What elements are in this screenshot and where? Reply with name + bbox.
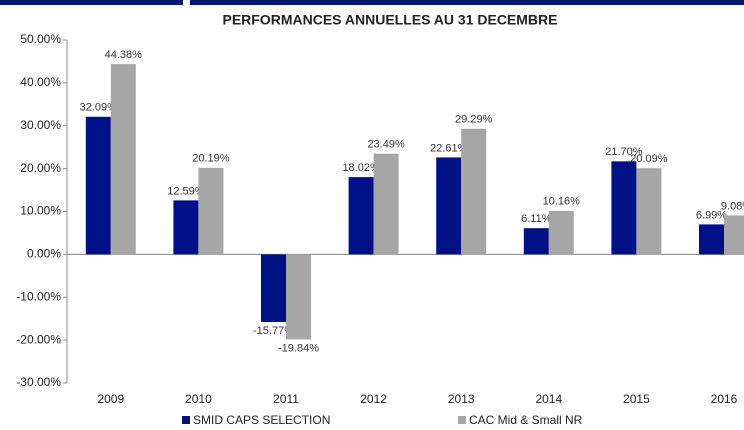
bar [636,168,662,255]
x-tick-label: 2011 [273,392,299,406]
x-tick-label: 2014 [535,392,562,406]
x-tick-label: 2015 [623,392,650,406]
value-label: 20.09% [630,153,668,165]
value-label: 6.99% [696,209,727,221]
x-tick-label: 2009 [97,392,124,406]
header-strip [0,0,183,5]
bar [611,161,637,255]
bar [436,157,462,255]
y-tick-label: 10.00% [20,204,61,218]
bar [85,116,111,255]
x-tick-label: 2012 [360,392,387,406]
bar [261,254,286,322]
header-strip [190,0,744,5]
bar [173,200,199,255]
bar [523,228,549,255]
bar [724,215,744,255]
value-label: 29.29% [455,114,493,126]
value-label: 32.09% [80,102,118,114]
chart-title: PERFORMANCES ANNUELLES AU 31 DECEMBRE [223,12,558,28]
y-tick-label: -30.00% [16,375,61,389]
bar [548,210,574,255]
y-tick-label: -20.00% [16,332,61,346]
bar [373,153,399,255]
value-label: 18.02% [342,162,380,174]
y-tick-label: 50.00% [20,32,61,46]
bar [286,254,311,340]
value-label: 44.38% [105,49,143,61]
bar [198,167,224,255]
value-label: -15.77% [253,325,294,337]
value-label: 10.16% [543,196,581,208]
value-label: 23.49% [367,139,405,151]
bar [110,64,136,255]
value-label: -19.84% [278,342,319,354]
value-label: 9.08% [721,200,744,212]
bar [348,177,374,255]
legend-label: CAC Mid & Small NR [469,413,583,427]
y-tick-label: 30.00% [20,118,61,132]
legend-label: SMID CAPS SELECTION [193,413,330,427]
legend-swatch [182,416,190,424]
x-tick-label: 2016 [711,392,738,406]
x-tick-label: 2013 [448,392,475,406]
legend-swatch [458,416,466,424]
y-tick-label: 0.00% [27,247,61,261]
y-tick-label: -10.00% [16,289,61,303]
x-tick-label: 2010 [185,392,212,406]
value-label: 12.59% [167,185,205,197]
value-label: 20.19% [192,153,230,165]
bar [461,128,487,255]
value-label: 21.70% [605,146,643,158]
y-tick-label: 40.00% [20,75,61,89]
value-label: 6.11% [521,213,552,225]
y-tick-label: 20.00% [20,161,61,175]
value-label: 22.61% [430,142,468,154]
bar [699,224,724,255]
